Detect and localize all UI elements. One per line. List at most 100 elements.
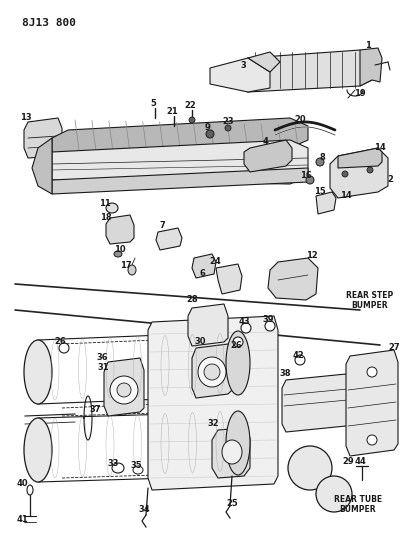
Text: 26: 26 [230, 342, 241, 351]
Text: 15: 15 [313, 188, 325, 197]
Ellipse shape [241, 323, 250, 333]
Ellipse shape [232, 337, 243, 347]
Text: 31: 31 [97, 364, 109, 373]
Text: 5: 5 [150, 100, 156, 109]
Text: 44: 44 [353, 457, 365, 466]
Polygon shape [104, 358, 144, 416]
Ellipse shape [189, 117, 194, 123]
Ellipse shape [226, 331, 249, 395]
Text: 16: 16 [299, 171, 311, 180]
Text: 14: 14 [339, 191, 351, 200]
Text: 2: 2 [386, 175, 392, 184]
Text: 27: 27 [387, 343, 399, 352]
Text: 11: 11 [99, 199, 111, 208]
Ellipse shape [117, 383, 131, 397]
Polygon shape [315, 192, 335, 214]
Ellipse shape [366, 167, 372, 173]
Text: 1: 1 [364, 42, 370, 51]
Text: 22: 22 [184, 101, 195, 110]
Polygon shape [192, 344, 231, 398]
Text: 26: 26 [54, 337, 66, 346]
Ellipse shape [366, 435, 376, 445]
Text: 6: 6 [198, 270, 205, 279]
Text: 24: 24 [209, 257, 220, 266]
Text: 37: 37 [89, 406, 100, 415]
Text: 39: 39 [262, 316, 273, 325]
Text: 43: 43 [238, 318, 249, 327]
Text: 3: 3 [239, 61, 245, 69]
Ellipse shape [27, 485, 33, 495]
Polygon shape [156, 228, 181, 250]
Text: 35: 35 [130, 462, 141, 471]
Text: 40: 40 [16, 480, 28, 489]
Polygon shape [209, 58, 269, 92]
Ellipse shape [222, 440, 241, 464]
Text: 4: 4 [262, 138, 268, 147]
Ellipse shape [315, 476, 351, 512]
Text: 13: 13 [20, 114, 32, 123]
Polygon shape [24, 118, 62, 158]
Text: 20: 20 [294, 116, 305, 125]
Ellipse shape [287, 446, 331, 490]
Ellipse shape [315, 158, 323, 166]
Ellipse shape [294, 355, 304, 365]
Polygon shape [211, 428, 249, 478]
Text: 8: 8 [318, 152, 324, 161]
Text: 19: 19 [353, 90, 365, 99]
Ellipse shape [133, 466, 143, 474]
Text: BUMPER: BUMPER [351, 302, 387, 311]
Ellipse shape [128, 265, 136, 275]
Polygon shape [235, 50, 371, 92]
Ellipse shape [24, 340, 52, 404]
Polygon shape [247, 52, 279, 72]
Text: 28: 28 [186, 295, 197, 304]
Text: 14: 14 [373, 143, 385, 152]
Text: 29: 29 [341, 457, 353, 466]
Text: 32: 32 [207, 419, 218, 429]
Ellipse shape [205, 130, 213, 138]
Text: 18: 18 [100, 214, 111, 222]
Ellipse shape [114, 251, 121, 257]
Text: 10: 10 [114, 246, 126, 254]
Text: 36: 36 [96, 353, 108, 362]
Text: 25: 25 [226, 498, 237, 507]
Polygon shape [106, 215, 134, 244]
Polygon shape [188, 304, 228, 346]
Polygon shape [52, 118, 307, 158]
Text: 41: 41 [16, 515, 28, 524]
Ellipse shape [112, 463, 124, 473]
Text: REAR STEP: REAR STEP [345, 292, 393, 301]
Text: BUMPER: BUMPER [339, 505, 375, 514]
Ellipse shape [110, 376, 138, 404]
Text: 7: 7 [159, 222, 164, 230]
Text: 9: 9 [205, 124, 210, 133]
Text: REAR TUBE: REAR TUBE [333, 496, 381, 505]
Text: 12: 12 [305, 252, 317, 261]
Text: 8J13 800: 8J13 800 [22, 18, 76, 28]
Text: 42: 42 [292, 351, 303, 359]
Text: 23: 23 [222, 117, 233, 126]
Text: 17: 17 [120, 262, 132, 271]
Text: 30: 30 [194, 337, 205, 346]
Polygon shape [52, 168, 307, 194]
Polygon shape [345, 350, 397, 456]
Ellipse shape [341, 171, 347, 177]
Polygon shape [32, 138, 52, 194]
Ellipse shape [226, 411, 249, 475]
Ellipse shape [59, 343, 69, 353]
Ellipse shape [224, 125, 230, 131]
Polygon shape [337, 148, 381, 168]
Polygon shape [267, 258, 317, 300]
Text: 33: 33 [107, 459, 118, 469]
Polygon shape [281, 374, 349, 432]
Text: 21: 21 [166, 108, 177, 117]
Polygon shape [228, 58, 247, 92]
Polygon shape [148, 316, 277, 490]
Polygon shape [243, 140, 291, 172]
Polygon shape [329, 148, 387, 198]
Polygon shape [52, 140, 307, 184]
Text: 38: 38 [279, 369, 290, 378]
Polygon shape [359, 48, 381, 86]
Ellipse shape [264, 321, 274, 331]
Ellipse shape [106, 203, 118, 213]
